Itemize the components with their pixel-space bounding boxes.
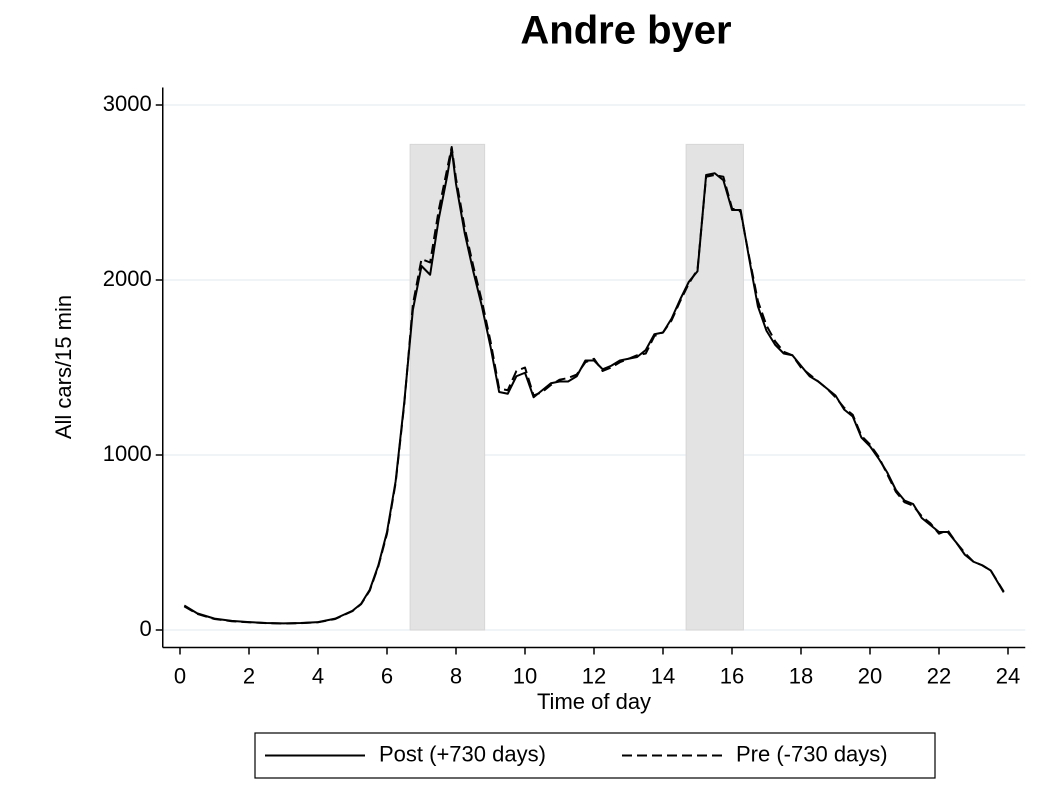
x-tick-label: 4 [312,663,324,688]
x-tick-label: 10 [513,663,537,688]
legend-box [254,732,936,779]
x-tick-label: 14 [651,663,675,688]
x-tick-label: 22 [927,663,951,688]
y-tick-label: 1000 [103,441,152,466]
x-tick-label: 0 [174,663,186,688]
x-tick-label: 20 [858,663,882,688]
x-tick-label: 2 [243,663,255,688]
line-series [183,147,1005,625]
legend-label: Post (+730 days) [379,741,546,766]
shaded-region [685,143,744,631]
x-axis-label: Time of day [537,689,651,714]
y-tick-label: 3000 [103,91,152,116]
chart-title: Andre byer [520,9,731,53]
y-tick-label: 2000 [103,266,152,291]
x-tick-label: 16 [720,663,744,688]
y-axis-label: All cars/15 min [51,295,76,439]
x-tick-label: 24 [996,663,1020,688]
line-series [183,146,1005,625]
x-tick-label: 6 [381,663,393,688]
x-tick-label: 12 [582,663,606,688]
x-tick-label: 18 [789,663,813,688]
y-tick-label: 0 [140,616,152,641]
shaded-region [409,143,486,631]
x-tick-label: 8 [450,663,462,688]
legend-label: Pre (-730 days) [736,741,888,766]
